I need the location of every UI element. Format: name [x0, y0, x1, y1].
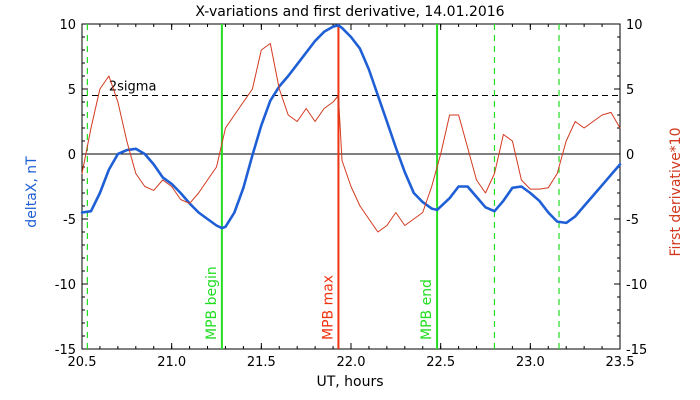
x-tick-label: 22.0 — [337, 355, 366, 370]
vertical-marker-label: MPB max — [320, 275, 336, 340]
y-tick-label-right: 0 — [626, 148, 634, 163]
y-tick-label-left: -10 — [55, 278, 76, 293]
y-axis-label-left: deltaX, nT — [24, 156, 40, 228]
x-tick-label: 21.0 — [157, 355, 186, 370]
plot-area: 2sigma 20.5 21.0 21.5 22.0 22.5 23.0 23.5 10 10 5 5… — [55, 18, 647, 370]
x-axis-label: UT, hours — [316, 374, 383, 390]
y-tick-label-left: 10 — [59, 18, 76, 33]
x-tick-label: 21.5 — [247, 355, 276, 370]
x-tick-label: 22.5 — [426, 355, 455, 370]
y-axis-label-right: First derivative*10 — [668, 127, 684, 256]
chart-title: X-variations and first derivative, 14.01… — [195, 4, 504, 20]
vertical-marker-label: MPB end — [419, 279, 435, 340]
x-tick-label: 23.5 — [606, 355, 635, 370]
y-tick-label-left: 0 — [68, 148, 76, 163]
y-tick-label-left: 5 — [68, 83, 76, 98]
y-tick-label-left: -15 — [55, 343, 76, 358]
y-tick-label-right: -10 — [626, 278, 647, 293]
y-tick-label-right: 10 — [626, 18, 643, 33]
y-tick-label-right: -5 — [626, 213, 639, 228]
series-line-deltaX — [80, 23, 622, 230]
vertical-marker-label: MPB begin — [204, 266, 220, 340]
y-tick-label-right: -15 — [626, 343, 647, 358]
x-tick-label: 20.5 — [68, 355, 97, 370]
reference-line-label: 2sigma — [109, 80, 157, 95]
series-line-derivative — [81, 43, 621, 233]
y-tick-label-left: -5 — [63, 213, 76, 228]
x-tick-label: 23.0 — [516, 355, 545, 370]
y-tick-label-right: 5 — [626, 83, 634, 98]
